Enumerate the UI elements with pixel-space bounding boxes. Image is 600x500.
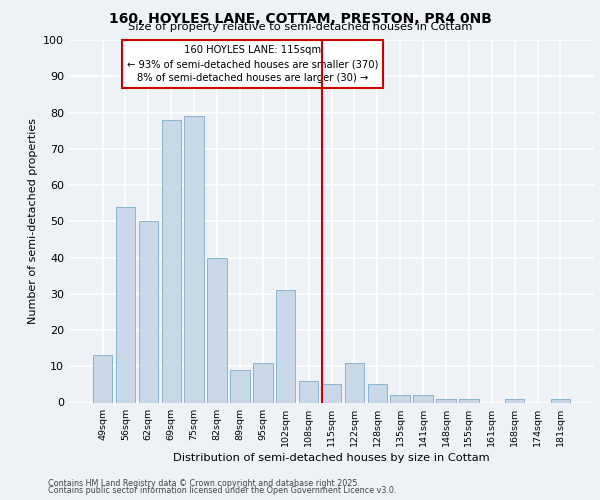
Text: Contains public sector information licensed under the Open Government Licence v3: Contains public sector information licen…	[48, 486, 397, 495]
Bar	[436, 399, 455, 402]
Bar	[93, 356, 112, 403]
Bar	[208, 258, 227, 402]
Bar	[368, 384, 387, 402]
Bar	[184, 116, 204, 403]
Text: 160, HOYLES LANE, COTTAM, PRESTON, PR4 0NB: 160, HOYLES LANE, COTTAM, PRESTON, PR4 0…	[109, 12, 491, 26]
Text: Contains HM Land Registry data © Crown copyright and database right 2025.: Contains HM Land Registry data © Crown c…	[48, 478, 360, 488]
Bar	[230, 370, 250, 402]
Bar	[391, 395, 410, 402]
Bar	[344, 362, 364, 403]
Bar	[299, 381, 319, 402]
Bar	[459, 399, 479, 402]
Bar	[276, 290, 295, 403]
Y-axis label: Number of semi-detached properties: Number of semi-detached properties	[28, 118, 38, 324]
Text: 160 HOYLES LANE: 115sqm
← 93% of semi-detached houses are smaller (370)
8% of se: 160 HOYLES LANE: 115sqm ← 93% of semi-de…	[127, 46, 379, 84]
Bar	[116, 207, 135, 402]
Bar	[413, 395, 433, 402]
Bar	[551, 399, 570, 402]
Bar	[322, 384, 341, 402]
Bar	[161, 120, 181, 403]
Bar	[253, 362, 272, 403]
Text: Size of property relative to semi-detached houses in Cottam: Size of property relative to semi-detach…	[128, 22, 472, 32]
Bar	[139, 221, 158, 402]
X-axis label: Distribution of semi-detached houses by size in Cottam: Distribution of semi-detached houses by …	[173, 452, 490, 462]
Bar	[505, 399, 524, 402]
